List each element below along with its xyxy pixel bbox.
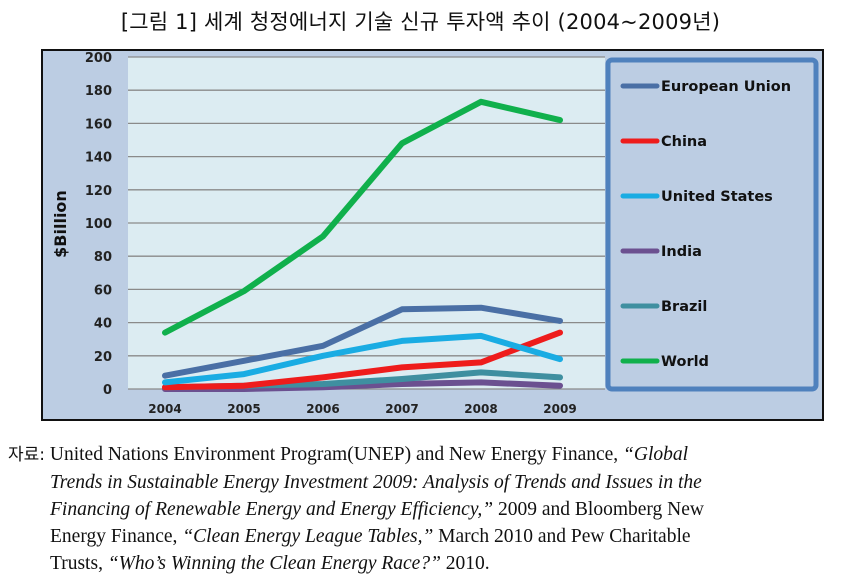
series-line-india — [162, 379, 563, 392]
source-prefix: 자료: — [8, 445, 46, 465]
legend-label: World — [661, 354, 709, 370]
y-tick-label: 100 — [85, 217, 112, 232]
legend-item-brazil: Brazil — [620, 299, 707, 315]
legend-items: European Union China United States India Bra… — [620, 79, 791, 370]
source-text: 2010. — [445, 553, 490, 574]
series-line-world — [162, 98, 563, 336]
series-line-united-states — [162, 332, 563, 386]
y-tick-label: 40 — [94, 317, 112, 332]
legend-label: European Union — [661, 79, 791, 95]
y-axis-ticks: 0 20 40 60 80 100 120 140 160 180 200 — [85, 51, 112, 398]
legend-item-china: China — [620, 134, 707, 150]
source-line-5: Trusts, “Who’s Winning the Clean Energy … — [8, 550, 833, 577]
source-line-3: Financing of Renewable Energy and Energy… — [8, 496, 833, 523]
source-title: Financing of Renewable Energy and Energy… — [50, 499, 494, 520]
source-text: Trusts, — [50, 553, 103, 574]
y-axis-label: $Billion — [51, 190, 70, 258]
source-title: “Global — [623, 444, 689, 465]
legend-item-india: India — [620, 244, 702, 260]
series-lines — [162, 98, 563, 392]
legend-item-united-states: United States — [620, 189, 773, 205]
y-tick-label: 80 — [94, 250, 112, 265]
legend-item-world: World — [620, 354, 709, 370]
x-tick-label: 2007 — [385, 402, 418, 416]
source-note: 자료: United Nations Environment Program(U… — [8, 441, 833, 577]
legend-item-european-union: European Union — [620, 79, 791, 95]
y-tick-label: 0 — [103, 383, 112, 398]
source-text: United Nations Environment Program(UNEP)… — [49, 444, 619, 465]
x-tick-label: 2005 — [227, 402, 260, 416]
source-title: “Clean Energy League Tables,” — [182, 526, 434, 547]
y-tick-label: 60 — [94, 283, 112, 298]
legend-label: India — [661, 244, 702, 260]
legend-label: Brazil — [661, 299, 707, 315]
source-line-4: Energy Finance, “Clean Energy League Tab… — [8, 523, 833, 550]
x-tick-label: 2006 — [306, 402, 339, 416]
y-tick-label: 160 — [85, 117, 112, 132]
legend — [605, 57, 819, 392]
source-title: Trends in Sustainable Energy Investment … — [50, 472, 702, 493]
y-tick-label: 140 — [85, 151, 112, 166]
series-line-china — [162, 329, 563, 391]
source-text: March 2010 and Pew Charitable — [438, 526, 691, 547]
x-tick-label: 2009 — [543, 402, 576, 416]
legend-label: United States — [661, 189, 773, 205]
x-tick-label: 2008 — [464, 402, 497, 416]
y-tick-label: 200 — [85, 51, 112, 66]
source-text: 2009 and Bloomberg New — [498, 499, 705, 520]
x-tick-label: 2004 — [148, 402, 181, 416]
y-tick-label: 180 — [85, 84, 112, 99]
source-text: Energy Finance, — [50, 526, 178, 547]
x-axis-ticks: 2004 2005 2006 2007 2008 2009 — [148, 402, 576, 416]
y-tick-label: 120 — [85, 184, 112, 199]
source-line-2: Trends in Sustainable Energy Investment … — [8, 469, 833, 496]
legend-label: China — [661, 134, 707, 150]
series-line-european-union — [162, 304, 563, 379]
y-tick-label: 20 — [94, 350, 112, 365]
source-title: “Who’s Winning the Clean Energy Race?” — [107, 553, 441, 574]
source-line-1: 자료: United Nations Environment Program(U… — [8, 441, 833, 469]
figure-title: [그림 1] 세계 청정에너지 기술 신규 투자액 추이 (2004~2009년… — [120, 10, 721, 34]
